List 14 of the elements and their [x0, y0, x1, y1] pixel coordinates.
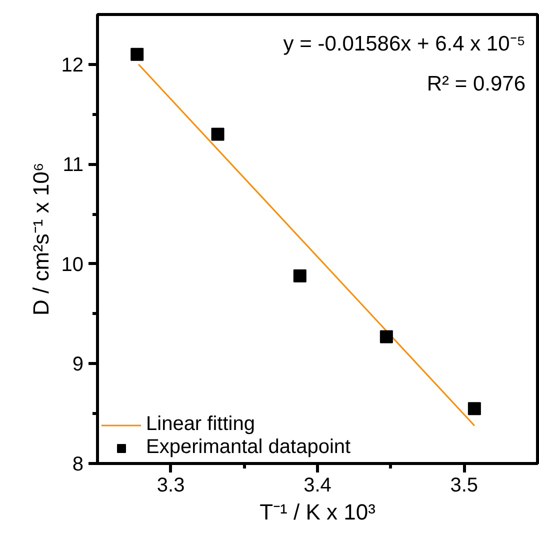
y-tick-label: 11	[62, 154, 84, 176]
x-tick-label: 3.4	[304, 474, 332, 496]
legend-label: Linear fitting	[146, 413, 255, 436]
y-tick-label: 10	[61, 254, 84, 276]
x-axis-title: T⁻¹ / K x 10³	[260, 500, 376, 524]
y-tick-label: 12	[61, 54, 84, 76]
y-tick-label: 8	[72, 454, 84, 476]
y-tick-label: 9	[72, 354, 84, 376]
x-tick-label: 3.5	[450, 474, 478, 496]
legend-label: Experimantal datapoint	[146, 436, 351, 459]
annotation: R² = 0.976	[426, 72, 526, 96]
y-axis-title: D / cm²s⁻¹ x 10⁶	[28, 162, 54, 316]
x-tick-label: 3.3	[156, 474, 185, 496]
annotation: y = -0.01586x + 6.4 x 10⁻⁵	[283, 32, 526, 56]
